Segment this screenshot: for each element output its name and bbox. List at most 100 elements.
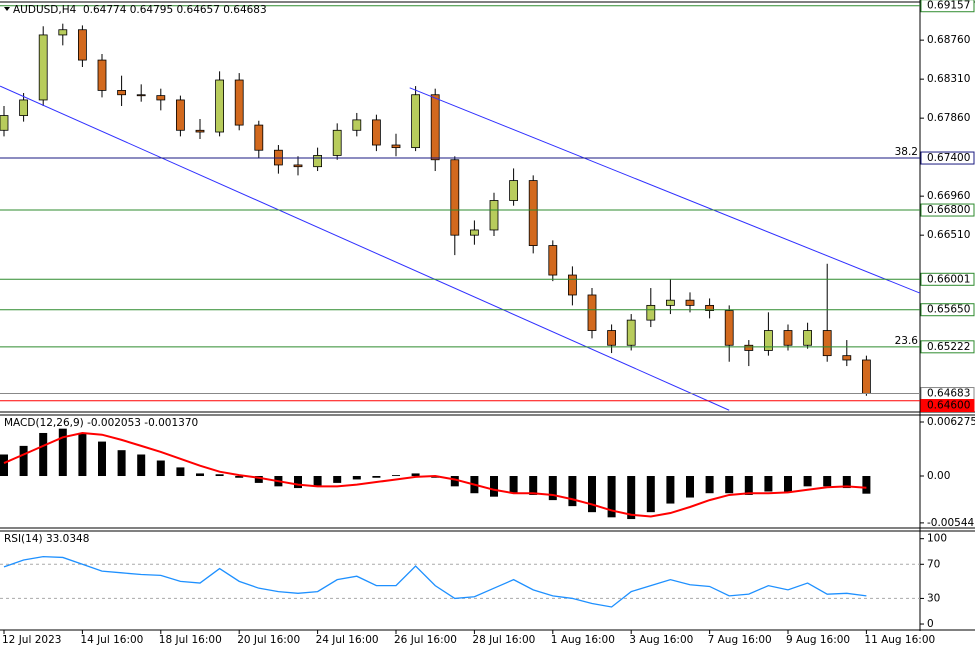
candle-body: [313, 155, 323, 168]
x-tick-label: 12 Jul 2023: [2, 634, 61, 646]
candle-body: [685, 299, 695, 306]
candle-body: [234, 79, 244, 126]
candle-body: [391, 144, 401, 149]
macd-bar: [842, 476, 851, 489]
macd-bar: [156, 460, 165, 477]
menu-icon: [4, 7, 10, 11]
candle-body: [607, 330, 616, 346]
candle-body: [215, 79, 225, 133]
macd-bar: [784, 476, 792, 492]
panel: [0, 428, 871, 520]
candle-body: [528, 180, 538, 246]
candle-body: [568, 274, 577, 296]
macd-bar: [392, 475, 400, 477]
macd-bar: [686, 476, 694, 498]
candle-body: [842, 355, 852, 361]
candle-body: [117, 90, 126, 96]
macd-bar: [764, 476, 773, 492]
macd-bar: [196, 473, 204, 477]
macd-bar: [39, 432, 48, 477]
macd-bar: [568, 476, 577, 507]
level-label-box: [920, 303, 975, 317]
macd-bar: [313, 476, 322, 487]
y-tick-label: 0.68310: [927, 73, 970, 85]
panel-title: MACD(12,26,9) -0.002053 -0.001370: [4, 417, 198, 429]
candle-body: [764, 330, 773, 351]
candle-body: [666, 299, 675, 306]
level-label: 0.69157: [927, 0, 970, 12]
y-tick-label: 70: [927, 558, 940, 570]
y-tick-label: 0.00: [927, 470, 950, 482]
macd-bar: [0, 454, 8, 477]
macd-bar: [333, 476, 342, 483]
level-label: 0.64683: [927, 388, 970, 400]
x-tick-label: 7 Aug 16:00: [708, 634, 772, 646]
level-label-box: [920, 272, 975, 286]
candle-body: [97, 59, 107, 91]
level-label: 0.64600: [927, 400, 970, 412]
macd-bar: [215, 474, 224, 477]
candle-body: [352, 119, 362, 131]
macd-bar: [137, 454, 146, 477]
macd-bar: [803, 476, 812, 487]
signal-line: [3, 431, 867, 518]
macd-bar: [19, 445, 28, 477]
x-tick-label: 18 Jul 16:00: [159, 634, 222, 646]
candle-body: [332, 129, 342, 156]
candle-body: [626, 319, 636, 346]
macd-bar: [254, 476, 263, 483]
candle-body: [509, 180, 519, 201]
macd-bar: [352, 476, 361, 480]
macd-bar: [744, 476, 753, 495]
y-tick-label: 100: [927, 533, 947, 545]
y-tick-label: 0: [927, 618, 934, 630]
level-label: 0.66001: [927, 273, 970, 285]
candle-body: [38, 34, 48, 101]
macd-bar: [176, 467, 185, 477]
panel: [0, 5, 920, 411]
level-note: 23.6: [895, 335, 919, 347]
candle-body: [156, 95, 166, 101]
candle-body: [862, 359, 871, 394]
candle-body: [175, 99, 185, 131]
level-note: 38.2: [895, 146, 918, 158]
x-tick-label: 11 Aug 16:00: [864, 634, 935, 646]
x-tick-label: 14 Jul 16:00: [80, 634, 143, 646]
y-tick-label: 0.67860: [927, 112, 970, 124]
level-label-box: [920, 340, 975, 354]
candle-body: [195, 129, 205, 133]
y-tick-label: 0.68760: [927, 34, 970, 46]
candle-body: [783, 330, 793, 346]
macd-bar: [627, 476, 636, 520]
macd-bar: [725, 476, 734, 494]
candle-body: [705, 304, 714, 311]
macd-bar: [411, 473, 420, 477]
candle-body: [724, 310, 734, 346]
macd-bar: [235, 476, 244, 478]
x-tick-label: 1 Aug 16:00: [551, 634, 615, 646]
level-label-box: [920, 399, 975, 413]
macd-bar: [58, 428, 67, 477]
candle-body: [489, 200, 499, 231]
x-tick-label: 24 Jul 16:00: [316, 634, 379, 646]
level-label: 0.65222: [927, 341, 970, 353]
macd-bar: [823, 476, 832, 487]
macd-bar: [529, 476, 538, 495]
macd-bar: [450, 476, 459, 487]
candle-body: [450, 159, 460, 236]
level-label-box: [920, 0, 975, 13]
y-tick-label: 30: [927, 592, 940, 604]
candle-body: [744, 344, 754, 351]
candle-body: [254, 124, 264, 151]
macd-bar: [588, 476, 596, 513]
level-label: 0.67400: [927, 152, 970, 164]
macd-bar: [646, 476, 655, 513]
candle-body: [411, 94, 421, 149]
macd-bar: [862, 476, 871, 494]
candle-body: [646, 304, 656, 321]
macd-bar: [294, 476, 302, 489]
y-tick-label: 0.006275: [927, 416, 975, 428]
macd-bar: [705, 476, 714, 494]
macd-bar: [78, 432, 87, 477]
